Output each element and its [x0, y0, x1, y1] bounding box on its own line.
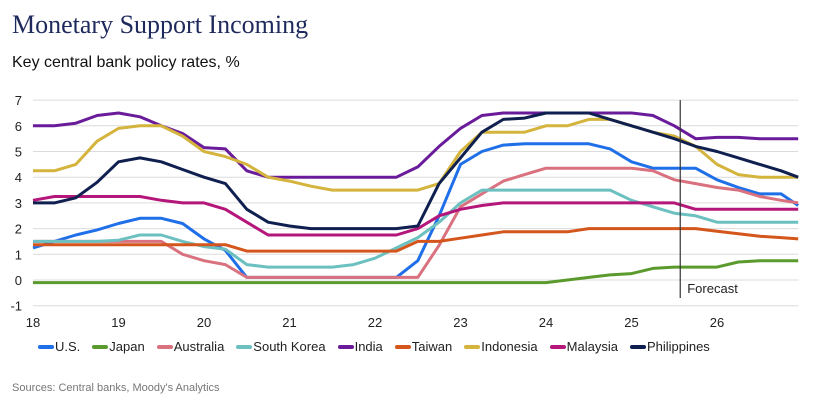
- source-note: Sources: Central banks, Moody's Analytic…: [12, 382, 220, 394]
- legend-swatch: [236, 344, 253, 349]
- y-tick-label: 0: [15, 273, 22, 288]
- x-tick-label: 21: [282, 315, 296, 330]
- y-tick-label: 2: [15, 222, 22, 237]
- y-tick-label: 3: [15, 196, 22, 211]
- x-tick-label: 23: [453, 315, 467, 330]
- chart-title: Monetary Support Incoming: [12, 10, 309, 39]
- legend-item: Philippines: [629, 339, 710, 354]
- legend-swatch: [156, 344, 173, 349]
- legend-item: Indonesia: [464, 339, 538, 354]
- chart-subtitle: Key central bank policy rates, %: [12, 54, 240, 71]
- series-lines: [32, 111, 800, 285]
- legend-item: U.S.: [38, 339, 80, 354]
- legend-label: South Korea: [253, 339, 326, 354]
- legend-label: Malaysia: [566, 339, 618, 354]
- legend-item: India: [337, 339, 383, 354]
- y-tick-label: -1: [10, 299, 22, 314]
- legend-label: Philippines: [646, 339, 710, 354]
- legend-item: Australia: [156, 339, 225, 354]
- x-tick-label: 20: [197, 315, 211, 330]
- series-line-south-korea: [33, 188, 799, 269]
- forecast-label: Forecast: [687, 281, 738, 296]
- legend-swatch: [464, 344, 481, 349]
- y-tick-label: 5: [15, 145, 22, 160]
- x-tick-label: 22: [368, 315, 382, 330]
- legend: U.S. Japan Australia South Korea India Taiwan…: [38, 339, 722, 354]
- legend-swatch: [629, 344, 646, 349]
- x-tick-label: 18: [26, 315, 40, 330]
- series-line-indonesia: [33, 117, 799, 192]
- legend-swatch: [38, 344, 54, 349]
- series-line-malaysia: [32, 195, 799, 237]
- x-tick-label: 19: [111, 315, 125, 330]
- x-tick-label: 24: [539, 315, 553, 330]
- series-line-japan: [33, 259, 799, 285]
- legend-swatch: [92, 344, 109, 349]
- x-tick-label: 25: [624, 315, 638, 330]
- y-tick-label: 4: [15, 170, 22, 185]
- x-tick-label: 26: [710, 315, 724, 330]
- legend-label: Japan: [109, 339, 145, 354]
- series-line-u-s: [32, 142, 800, 279]
- legend-swatch: [549, 344, 566, 349]
- y-tick-label: 6: [15, 119, 22, 134]
- legend-item: Taiwan: [394, 339, 453, 354]
- y-tick-label: 7: [15, 93, 22, 108]
- legend-label: U.S.: [55, 339, 81, 354]
- series-line-taiwan: [33, 227, 799, 253]
- legend-item: Japan: [92, 339, 145, 354]
- legend-item: South Korea: [236, 339, 326, 354]
- x-axis-ticks: 18 19 20 21 22 23 24 25 26: [26, 315, 724, 330]
- legend-label: India: [354, 339, 383, 354]
- legend-swatch: [337, 344, 354, 349]
- y-tick-label: 1: [15, 247, 22, 262]
- series-line-philippines: [33, 111, 799, 231]
- legend-label: Taiwan: [411, 339, 453, 354]
- legend-label: Indonesia: [481, 339, 538, 354]
- legend-item: Malaysia: [549, 339, 618, 354]
- y-axis-ticks: 7 6 5 4 3 2 1 0 -1: [10, 93, 22, 314]
- legend-label: Australia: [173, 339, 225, 354]
- legend-swatch: [394, 344, 411, 349]
- series-line-australia: [33, 166, 799, 279]
